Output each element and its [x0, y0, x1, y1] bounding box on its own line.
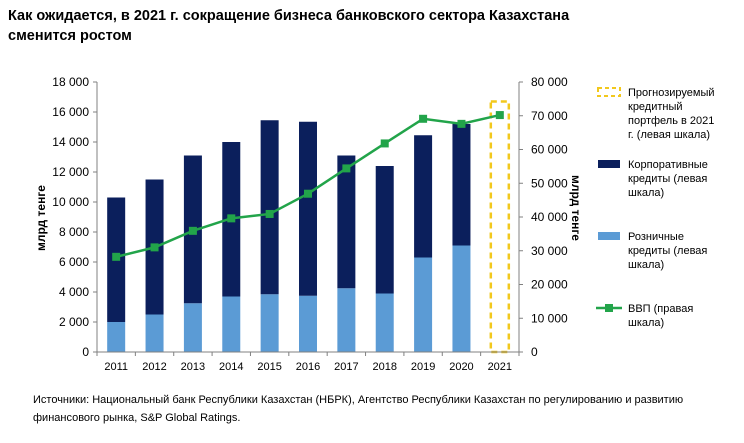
x-tick-label: 2012: [142, 361, 166, 373]
legend-label-line: портфель в 2021: [628, 115, 714, 127]
bar-retail: [414, 257, 433, 352]
legend-label-line: ВВП (правая: [628, 303, 693, 315]
source-note: Источники: Национальный банк Республики …: [33, 391, 723, 427]
legend-swatch-forecast: [597, 87, 621, 97]
x-tick-label: 2011: [104, 361, 128, 373]
gdp-point: [265, 209, 274, 218]
x-tick-label: 2018: [372, 361, 396, 373]
legend-label: Розничные кредиты (левая шкала): [628, 231, 707, 271]
forecast-group: [489, 100, 511, 354]
bar-corporate: [337, 155, 356, 289]
legend-label-line: Прогнозируемый: [628, 87, 715, 99]
axes-group: 0 2 000 4 000 6 000 8 000 10 000 12 000 14 000 1…: [52, 75, 568, 373]
y-right-tick-label: 80 000: [531, 75, 568, 89]
gdp-point: [380, 139, 389, 148]
gdp-point: [227, 214, 236, 223]
gdp-point: [419, 114, 428, 123]
bar-retail: [337, 288, 356, 352]
bar-retail: [183, 303, 202, 352]
x-tick-label: 2014: [219, 361, 243, 373]
legend-label-line: кредиты (левая: [628, 245, 707, 257]
x-tick-label: 2013: [181, 361, 205, 373]
y-left-tick-label: 10 000: [52, 195, 89, 209]
legend-label: ВВП (правая шкала): [628, 303, 693, 329]
gdp-point: [112, 252, 121, 261]
y-left-tick-label: 2 000: [59, 315, 89, 329]
legend-label-line: Корпоративные: [628, 159, 708, 171]
y-right-tick-label: 70 000: [531, 109, 568, 123]
y-left-tick-label: 4 000: [59, 285, 89, 299]
y-left-tick-label: 16 000: [52, 105, 89, 119]
y-right-tick-label: 10 000: [531, 311, 568, 325]
y-right-tick-label: 50 000: [531, 176, 568, 190]
legend-label-line: шкала): [628, 187, 664, 199]
legend-label: Прогнозируемый кредитный портфель в 2021 г.…: [628, 87, 715, 141]
y-left-tick-label: 18 000: [52, 75, 89, 89]
legend-label-line: кредитный: [628, 101, 683, 113]
gdp-point: [342, 164, 351, 173]
bar-corporate: [452, 124, 471, 246]
bar-retail: [299, 295, 317, 352]
gdp-point: [457, 119, 466, 128]
bar-retail: [107, 322, 126, 352]
bars-group: [107, 120, 471, 352]
legend-label-line: шкала): [628, 317, 664, 329]
gdp-point: [150, 243, 159, 252]
legend: Прогнозируемый кредитный портфель в 2021 г.…: [596, 87, 715, 329]
legend-swatch-retail: [598, 232, 620, 240]
y-axis-left-label: млрд тенге: [34, 185, 48, 251]
bar-corporate: [375, 166, 394, 294]
x-tick-label: 2019: [411, 361, 435, 373]
bar-retail: [452, 245, 471, 352]
y-right-tick-label: 20 000: [531, 278, 568, 292]
x-tick-label: 2021: [488, 361, 512, 373]
gdp-point: [495, 111, 504, 120]
bar-corporate: [260, 120, 279, 295]
legend-label-line: кредиты (левая: [628, 173, 707, 185]
legend-label-line: г. (левая шкала): [628, 129, 710, 141]
chart-title-line1: Как ожидается, в 2021 г. сокращение бизн…: [8, 8, 570, 24]
y-left-tick-label: 6 000: [59, 255, 89, 269]
y-left-tick-label: 14 000: [52, 135, 89, 149]
gdp-line-group: [112, 111, 504, 261]
source-line1: Источники: Национальный банк Республики …: [33, 394, 684, 406]
x-tick-label: 2017: [334, 361, 358, 373]
legend-label-line: шкала): [628, 259, 664, 271]
bar-retail: [145, 314, 164, 352]
y-axis-right-label: млрд тенге: [569, 175, 583, 241]
y-right-tick-label: 30 000: [531, 244, 568, 258]
chart-title-line2: сменится ростом: [8, 28, 132, 44]
bar-corporate: [414, 135, 433, 258]
x-tick-label: 2015: [257, 361, 281, 373]
y-left-tick-label: 8 000: [59, 225, 89, 239]
bar-retail: [375, 293, 394, 352]
legend-label: Корпоративные кредиты (левая шкала): [628, 159, 708, 199]
x-tick-label: 2016: [296, 361, 320, 373]
y-right-tick-label: 60 000: [531, 143, 568, 157]
gdp-point: [304, 189, 312, 198]
bar-forecast: [489, 100, 511, 354]
legend-label-line: Розничные: [628, 231, 684, 243]
gdp-point: [188, 226, 197, 235]
y-right-tick-label: 40 000: [531, 210, 568, 224]
bar-retail: [260, 294, 279, 352]
x-tick-label: 2020: [449, 361, 473, 373]
legend-swatch-corporate: [598, 160, 620, 168]
y-left-tick-label: 0: [82, 345, 89, 359]
legend-swatch-gdp-marker: [605, 304, 613, 312]
chart-title: Как ожидается, в 2021 г. сокращение бизн…: [8, 6, 728, 46]
source-line2: финансового рынка, S&P Global Ratings.: [33, 412, 241, 424]
bar-corporate: [299, 121, 317, 296]
y-left-tick-label: 12 000: [52, 165, 89, 179]
bar-retail: [222, 296, 241, 352]
y-right-tick-label: 0: [531, 345, 538, 359]
